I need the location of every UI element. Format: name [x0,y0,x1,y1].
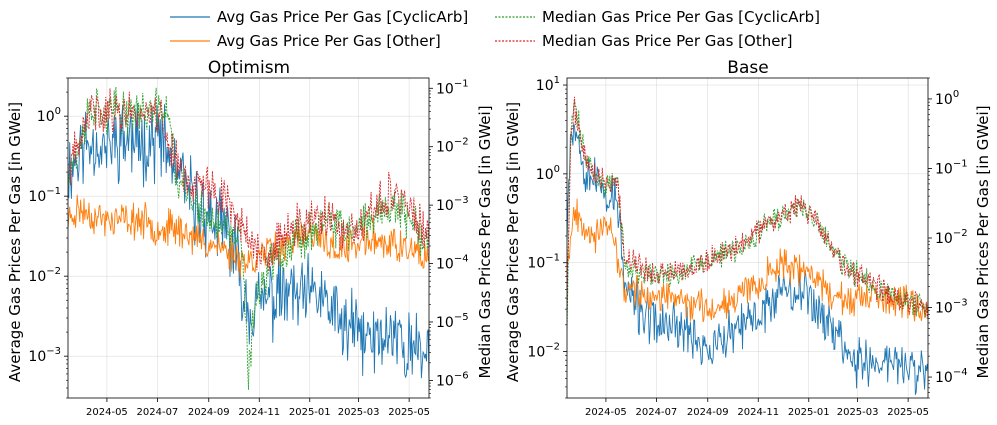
y-tick-label-left: 10−1 [28,186,61,205]
y-tick-label-right: 10−2 [436,137,469,156]
y-tick-label-right: 10−1 [436,78,469,97]
y-axis-label-left-optimism: Average Gas Prices Per Gas [in GWei] [6,102,24,382]
series-line-median-gas-price-per-gas-other [567,96,928,319]
y-tick-base: 10 [37,109,55,125]
y-tick-label-right: 10−4 [436,254,469,273]
y-tick-label-right: 10−1 [935,158,968,177]
y-tick-exponent: 1 [554,75,560,86]
chart-panel-optimism: Optimism Average Gas Prices Per Gas [in … [6,58,494,418]
x-tick-label: 2025-01 [788,407,830,418]
y-tick-label-left: 10−2 [28,266,61,285]
y-tick-exponent: 0 [554,164,560,175]
y-tick-exponent: −2 [545,342,560,353]
x-tick-label: 2024-09 [687,407,729,418]
y2-tick-base: 10 [935,231,953,247]
y2-tick-exponent: −5 [454,312,469,323]
y-tick-label-right: 10−2 [935,228,968,247]
x-tick-label: 2024-07 [636,407,678,418]
y-tick-label-left: 10−1 [527,253,560,272]
y-axis-label-right-optimism: Median Gas Prices Per Gas [in GWei] [476,105,494,378]
y-tick-label-left: 100 [536,164,560,183]
y-tick-base: 10 [28,349,46,365]
y-tick-exponent: −3 [46,346,61,357]
y-tick-label-right: 10−6 [436,370,469,389]
y2-tick-exponent: −3 [953,298,968,309]
chart-title-base: Base [727,58,768,78]
x-tick-label: 2025-05 [388,407,430,418]
y2-tick-exponent: −1 [953,158,968,169]
y2-tick-base: 10 [436,81,454,97]
x-tick-label: 2024-05 [86,407,128,418]
y2-tick-base: 10 [935,370,953,386]
y-tick-label-right: 10−5 [436,312,469,331]
y-tick-label-left: 10−3 [28,346,61,365]
legend-label-median-other: Median Gas Price Per Gas [Other] [542,32,792,50]
y-tick-label-right: 100 [935,89,959,108]
series-line-avg-gas-price-per-gas-cyclicarb [567,123,928,395]
y-tick-base: 10 [28,269,46,285]
y2-tick-base: 10 [436,315,454,331]
series-line-avg-gas-price-per-gas-other [567,198,928,323]
y-tick-exponent: −1 [545,253,560,264]
y2-tick-base: 10 [436,373,454,389]
y2-tick-base: 10 [436,198,454,214]
y-tick-base: 10 [28,189,46,205]
y2-tick-exponent: 0 [953,89,959,100]
x-tick-label: 2024-11 [238,407,280,418]
y2-tick-exponent: −1 [454,78,469,89]
chart-panel-base: Base Average Gas Prices Per Gas [in GWei… [504,58,992,418]
x-tick-label: 2024-05 [585,407,627,418]
series-line-avg-gas-price-per-gas-other [68,194,429,279]
y-tick-base: 10 [536,78,554,94]
y2-tick-base: 10 [436,257,454,273]
y-tick-label-right: 10−4 [935,367,968,386]
y2-tick-exponent: −6 [454,370,469,381]
y2-tick-base: 10 [935,161,953,177]
y2-tick-base: 10 [935,301,953,317]
y-axis-label-left-base: Average Gas Prices Per Gas [in GWei] [504,102,522,382]
legend-label-avg-other: Avg Gas Price Per Gas [Other] [217,32,441,50]
x-tick-label: 2025-03 [338,407,380,418]
x-tick-label: 2025-05 [887,407,929,418]
y-tick-base: 10 [527,345,545,361]
legend: Avg Gas Price Per Gas [CyclicArb] Avg Ga… [170,8,820,50]
x-tick-label: 2025-03 [837,407,879,418]
y2-tick-exponent: −4 [953,367,968,378]
y-tick-label-right: 10−3 [935,298,968,317]
series-line-median-gas-price-per-gas-other [68,88,429,271]
y2-tick-exponent: −4 [454,254,469,265]
y-tick-base: 10 [527,256,545,272]
chart-title-optimism: Optimism [208,58,290,78]
y-tick-exponent: −2 [46,266,61,277]
y-tick-base: 10 [536,167,554,183]
y-tick-label-left: 100 [37,106,61,125]
y2-tick-base: 10 [935,92,953,108]
x-tick-label: 2024-11 [737,407,779,418]
series-line-avg-gas-price-per-gas-cyclicarb [68,103,429,379]
y-tick-label-left: 101 [536,75,560,94]
y-axis-label-right-base: Median Gas Prices Per Gas [in GWei] [974,105,992,378]
y-tick-label-left: 10−2 [527,342,560,361]
series-line-median-gas-price-per-gas-cyclicarb [68,86,429,390]
x-tick-label: 2025-01 [289,407,331,418]
y2-tick-base: 10 [436,140,454,156]
y2-tick-exponent: −2 [953,228,968,239]
y2-tick-exponent: −3 [454,195,469,206]
y-tick-label-right: 10−3 [436,195,469,214]
x-tick-label: 2024-07 [137,407,179,418]
legend-label-avg-cyclicarb: Avg Gas Price Per Gas [CyclicArb] [217,8,468,26]
legend-label-median-cyclicarb: Median Gas Price Per Gas [CyclicArb] [542,8,820,26]
y2-tick-exponent: −2 [454,137,469,148]
y-tick-exponent: −1 [46,186,61,197]
y-tick-exponent: 0 [55,106,61,117]
x-tick-label: 2024-09 [188,407,230,418]
